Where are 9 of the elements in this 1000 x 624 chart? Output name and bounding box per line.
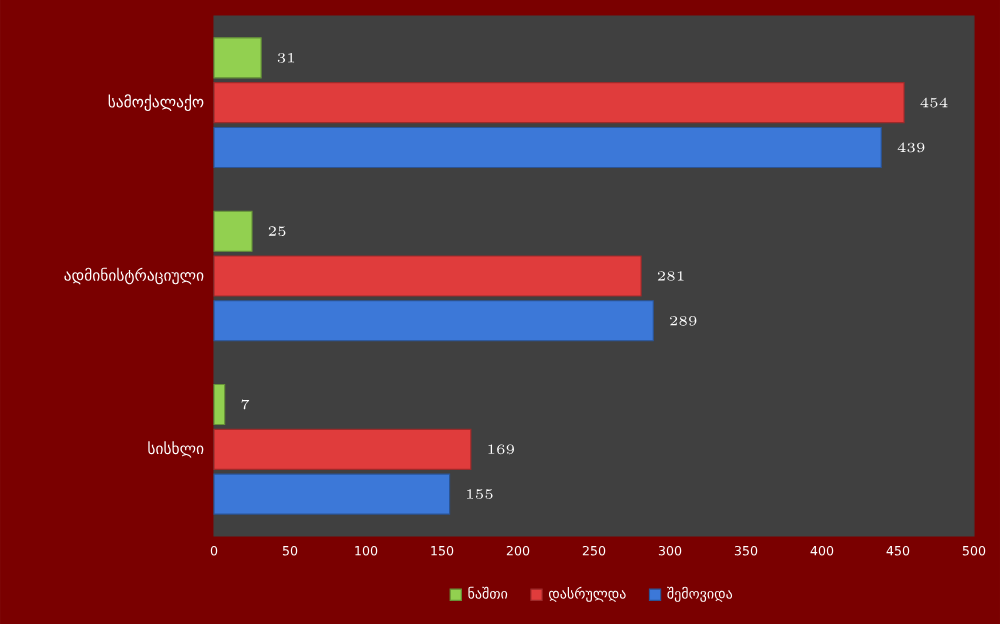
bar	[213, 37, 262, 79]
bar	[213, 473, 451, 515]
bar	[213, 383, 226, 426]
bar	[213, 210, 253, 252]
bar	[213, 126, 882, 169]
bar	[213, 82, 905, 124]
bar	[213, 428, 472, 470]
bar	[213, 255, 642, 297]
bar	[213, 300, 654, 342]
